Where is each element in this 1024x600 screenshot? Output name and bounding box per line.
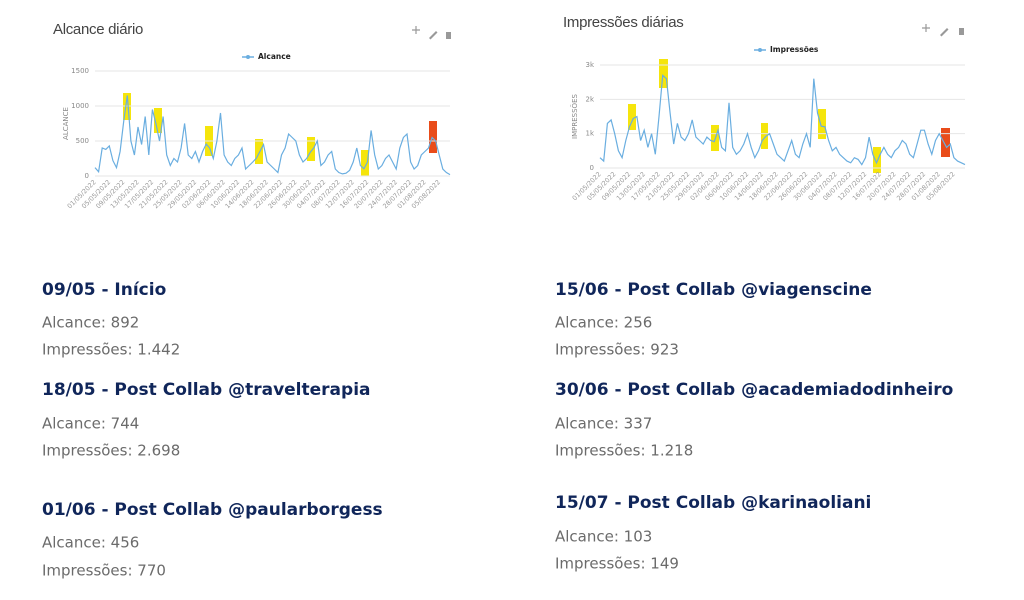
post-title: 18/05 - Post Collab @travelterapia [42,380,371,400]
highlight [628,104,636,130]
y-tick-label: 1k [585,130,594,138]
post-stat: Impressões: 1.218 [555,442,693,460]
move-icon[interactable] [412,26,420,34]
post-stat: Impressões: 149 [555,555,679,573]
post-title: 15/07 - Post Collab @karinaoliani [555,493,871,513]
y-tick-label: 3k [585,61,594,69]
highlight [659,59,668,88]
toolbar [412,24,964,40]
series-line [599,74,966,166]
post-stat: Alcance: 337 [555,415,652,433]
legend-dot [246,55,250,59]
post-stat: Alcance: 744 [42,415,139,433]
y-tick-label: 0 [85,172,89,180]
highlight [361,150,369,176]
highlight [154,108,162,133]
edit-icon[interactable] [940,28,949,37]
highlight [818,109,826,139]
y-axis-label: ALCANCE [62,107,70,140]
post-title: 09/05 - Início [42,280,166,300]
post-title: 30/06 - Post Collab @academiadodinheiro [555,380,953,400]
post-title: 15/06 - Post Collab @viagenscine [555,280,872,300]
post-stat: Impressões: 770 [42,562,166,580]
y-tick-label: 2k [585,95,594,103]
chart-title: Alcance diário [53,21,143,38]
legend-label: Alcance [258,52,291,61]
legend-dot [758,48,762,52]
legend-label: Impressões [770,45,819,54]
y-tick-label: 1000 [71,102,89,110]
delete-icon[interactable] [446,32,451,39]
y-tick-label: 1500 [71,67,89,75]
post-title: 01/06 - Post Collab @paularborgess [42,500,383,520]
post-stat: Alcance: 456 [42,534,139,552]
highlight [307,137,315,161]
highlight [255,139,263,164]
post-stat: Impressões: 923 [555,341,679,359]
post-stat: Alcance: 103 [555,528,652,546]
post-stat: Alcance: 892 [42,314,139,332]
post-stat: Impressões: 1.442 [42,341,180,359]
y-axis-label: IMPRESSÕES [570,94,579,139]
highlight [873,147,881,173]
edit-icon[interactable] [429,31,438,40]
delete-icon[interactable] [959,28,964,35]
highlights [123,59,950,176]
highlight [429,121,437,153]
post-stat: Alcance: 256 [555,314,652,332]
highlight [761,123,768,149]
highlight [941,128,950,157]
series-line [94,95,451,176]
y-tick-label: 0 [590,164,594,172]
y-tick-label: 500 [76,137,89,145]
post-stat: Impressões: 2.698 [42,442,180,460]
move-icon[interactable] [922,24,930,32]
chart-title: Impressões diárias [563,14,683,31]
